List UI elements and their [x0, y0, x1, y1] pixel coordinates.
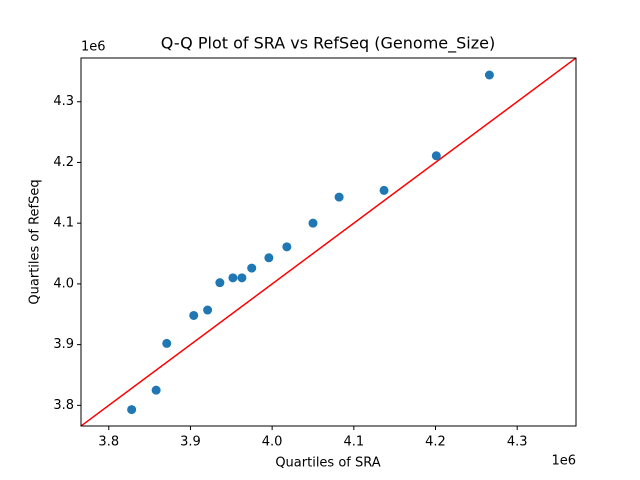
y-tick-label: 4.3 — [53, 94, 74, 109]
point — [228, 273, 238, 283]
point — [215, 278, 225, 288]
y-tick-label: 4.0 — [53, 276, 74, 291]
point — [247, 263, 257, 273]
reference-line — [81, 58, 576, 426]
y-tick-label: 3.9 — [53, 337, 74, 352]
x-tick-label: 4.2 — [425, 435, 446, 450]
point — [282, 242, 292, 252]
y-axis-label: Quartiles of RefSeq — [28, 179, 43, 304]
y-tick-label: 3.8 — [53, 398, 74, 413]
point — [151, 385, 161, 395]
point — [484, 70, 494, 80]
point — [162, 338, 172, 348]
x-tick-label: 3.9 — [180, 435, 201, 450]
x-offset-label: 1e6 — [551, 454, 576, 469]
point — [203, 305, 213, 315]
x-tick-label: 4.1 — [343, 435, 364, 450]
y-offset-label: 1e6 — [81, 40, 106, 55]
y-tick-label: 4.2 — [53, 155, 74, 170]
y-tick-label: 4.1 — [53, 216, 74, 231]
x-axis-label: Quartiles of SRA — [275, 456, 380, 471]
x-tick-label: 4.0 — [262, 435, 283, 450]
point — [189, 310, 199, 320]
point — [127, 405, 137, 415]
point — [264, 253, 274, 263]
point — [334, 192, 344, 202]
point — [379, 185, 389, 195]
point — [237, 273, 247, 283]
chart-title: Q-Q Plot of SRA vs RefSeq (Genome_Size) — [161, 34, 495, 54]
point — [308, 218, 318, 228]
x-tick-label: 4.3 — [507, 435, 528, 450]
axes-frame — [80, 57, 577, 427]
point — [431, 151, 441, 161]
x-tick-label: 3.8 — [98, 435, 119, 450]
